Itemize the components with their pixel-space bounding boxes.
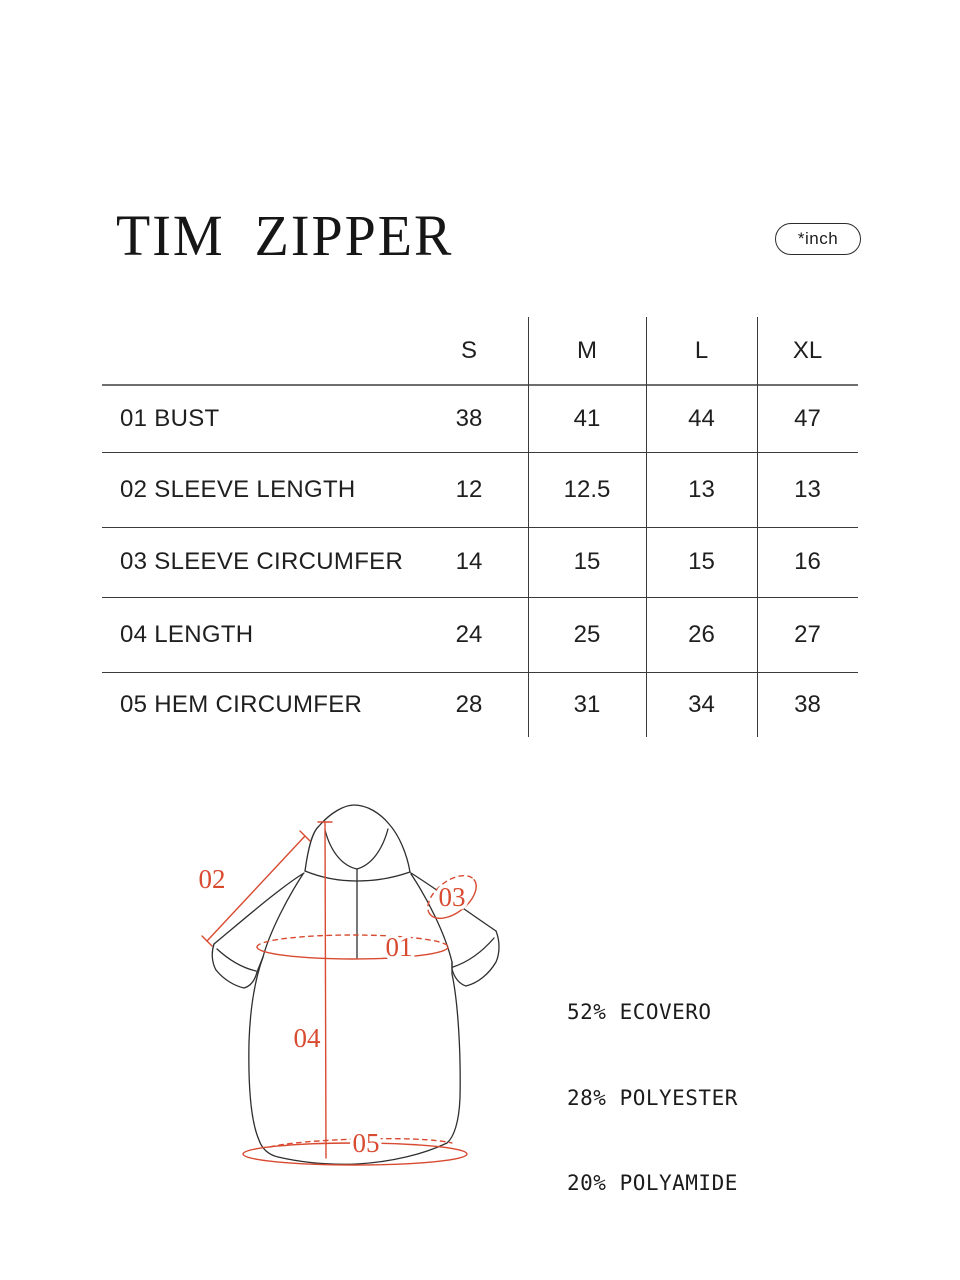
- row-label-sleeve-circumference: 03 SLEEVE CIRCUMFER: [120, 548, 404, 575]
- row-label-sleeve-length: 02 SLEEVE LENGTH: [120, 475, 356, 503]
- length-line: [324, 821, 327, 1159]
- size-table-grid: S M L XL 01 BUST 38 41 44 47 02 SLEEVE L…: [102, 317, 858, 737]
- table-cell: 15: [573, 548, 601, 575]
- col-header-s: S: [460, 337, 477, 364]
- fabric-composition: 52% ECOVERO 28% POLYESTER 20% POLYAMIDE: [567, 941, 738, 1255]
- table-column-rule: [646, 317, 647, 737]
- shirt-measurement-diagram: 01 02 03 04 05: [195, 804, 500, 1166]
- col-header-xl: XL: [792, 337, 823, 364]
- sleeve-circ-ellipse-solid: [429, 879, 477, 920]
- diagram-label-01: 01: [386, 932, 413, 962]
- table-cell: 47: [794, 404, 821, 432]
- table-row-rule: [102, 597, 858, 598]
- table-cell: 38: [794, 690, 821, 718]
- table-cell: 16: [794, 548, 821, 575]
- table-column-rule: [528, 317, 529, 737]
- col-header-m: M: [577, 337, 597, 364]
- diagram-label-03: 03: [439, 882, 466, 912]
- diagram-label-05: 05: [353, 1128, 380, 1158]
- page-title: TIM ZIPPER: [116, 203, 454, 269]
- composition-line: 52% ECOVERO: [567, 1000, 712, 1024]
- table-row-rule: [102, 452, 858, 453]
- table-cell: 13: [794, 475, 821, 503]
- table-cell: 14: [455, 548, 483, 575]
- table-cell: 44: [688, 404, 715, 432]
- table-cell: 24: [455, 620, 483, 648]
- size-table: S M L XL 01 BUST 38 41 44 47 02 SLEEVE L…: [102, 317, 858, 737]
- table-column-rule: [757, 317, 758, 737]
- table-corner-cell: [102, 317, 410, 385]
- row-label-length: 04 LENGTH: [120, 620, 254, 648]
- shirt-outline: [211, 804, 500, 1165]
- row-label-bust: 01 BUST: [120, 404, 220, 432]
- sleeve-length-line: [206, 835, 306, 942]
- table-cell: 15: [688, 548, 715, 575]
- hem-ellipse: [242, 1142, 468, 1166]
- table-cell: 34: [688, 690, 715, 718]
- table-cell: 31: [573, 690, 601, 718]
- bust-ellipse-dashed: [256, 934, 449, 948]
- diagram-label-04: 04: [294, 1023, 322, 1053]
- table-cell: 13: [688, 475, 715, 503]
- table-cell: 41: [573, 404, 601, 432]
- table-cell: 12.5: [563, 475, 611, 503]
- col-header-l: L: [694, 337, 709, 364]
- sleeve-circ-ellipse-dashed: [427, 874, 475, 915]
- composition-line: 28% POLYESTER: [567, 1085, 738, 1110]
- bust-ellipse-solid: [256, 946, 449, 960]
- table-row-rule: [102, 672, 858, 673]
- measurement-annotations: 01 02 03 04 05: [195, 821, 477, 1166]
- diagram-label-02: 02: [199, 864, 226, 894]
- hem-dashed-line: [269, 1137, 453, 1148]
- table-cell: 27: [794, 620, 821, 648]
- table-cell: 28: [455, 690, 483, 718]
- unit-badge[interactable]: *inch: [775, 223, 861, 255]
- table-cell: 26: [688, 620, 715, 648]
- table-header-rule: [102, 384, 858, 386]
- table-cell: 38: [455, 404, 483, 432]
- composition-line: 20% POLYAMIDE: [567, 1171, 738, 1195]
- table-row-rule: [102, 527, 858, 528]
- table-cell: 25: [573, 620, 601, 648]
- row-label-hem-circumference: 05 HEM CIRCUMFER: [120, 690, 363, 718]
- unit-badge-label: *inch: [797, 229, 839, 248]
- table-cell: 12: [455, 475, 483, 503]
